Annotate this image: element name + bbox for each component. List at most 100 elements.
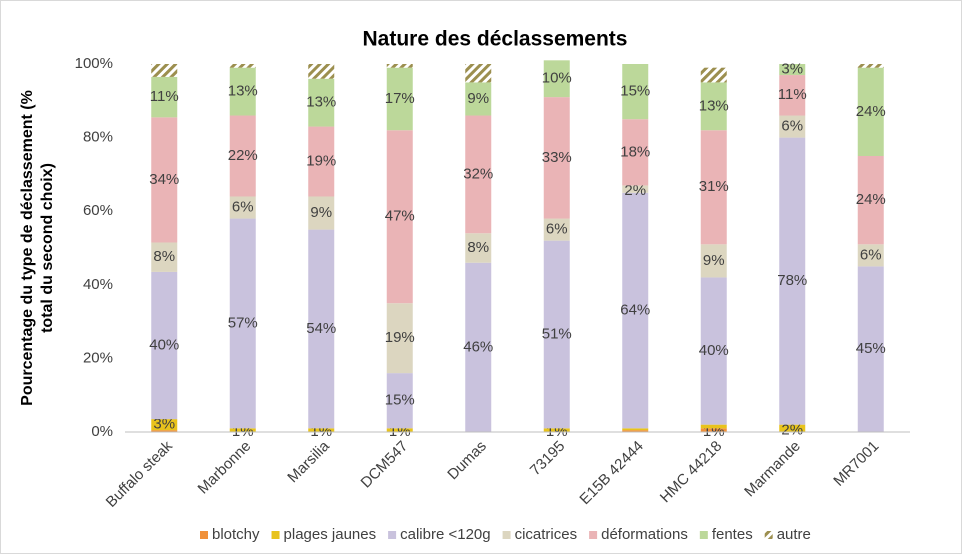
bar-segment (700, 130, 727, 245)
bar-segment (308, 126, 335, 197)
bar-segment (151, 117, 178, 243)
bar-segment (543, 97, 570, 219)
legend-swatch (699, 531, 708, 539)
bar-segment (308, 196, 335, 230)
legend-label: blotchy (212, 526, 260, 543)
data-label: 19% (306, 152, 336, 169)
legend-label: autre (777, 526, 811, 543)
data-label: 34% (149, 171, 179, 188)
data-label: 6% (860, 246, 882, 263)
y-axis-label: Pourcentage du type de déclassement (% to… (19, 90, 56, 406)
data-label: 18% (620, 143, 650, 160)
bar-segment (779, 115, 806, 138)
bar-segment (700, 67, 727, 83)
data-label: 9% (310, 204, 332, 221)
y-tick-label: 80% (83, 129, 113, 146)
bar-segment (857, 156, 884, 245)
data-label: 33% (542, 149, 572, 166)
y-tick-label: 60% (83, 202, 113, 219)
data-label: 78% (777, 272, 807, 289)
bar-segment (779, 75, 806, 116)
data-label: 9% (703, 252, 725, 269)
data-label: 32% (463, 165, 493, 182)
bar-segment (465, 64, 492, 83)
bar-segment (229, 64, 256, 68)
bar-segment (308, 64, 335, 79)
data-label: 22% (228, 147, 258, 164)
bar-segment (700, 244, 727, 278)
data-label: 11% (778, 86, 807, 103)
legend-swatch (502, 531, 511, 539)
bar-segment (386, 303, 413, 374)
bar-segment (151, 64, 178, 77)
bar-segment (543, 428, 570, 432)
data-label: 2% (781, 421, 803, 438)
bar-segment (779, 64, 806, 76)
bar-segment (622, 185, 649, 193)
bar-segment (857, 266, 884, 432)
data-label: 47% (385, 208, 415, 225)
data-label: 57% (228, 314, 258, 331)
data-label: 46% (463, 338, 493, 355)
bar-segment (857, 244, 884, 267)
legend-swatch (764, 531, 773, 539)
data-label: 31% (699, 178, 729, 195)
data-label: 11% (150, 88, 179, 105)
bar-segment (857, 64, 884, 68)
bar-segment (622, 192, 649, 429)
bar-segment (779, 137, 806, 425)
data-label: 9% (467, 90, 489, 107)
bar-segment (857, 67, 884, 156)
y-tick-label: 20% (83, 349, 113, 366)
data-label: 15% (620, 83, 650, 100)
data-label: 24% (856, 103, 886, 120)
bar-segment (700, 424, 727, 429)
bar-segment (229, 218, 256, 429)
legend-label: plages jaunes (284, 526, 377, 543)
data-label: 45% (856, 340, 886, 357)
data-label: 51% (542, 325, 572, 342)
data-label: 15% (385, 392, 415, 409)
bar-segment (465, 233, 492, 263)
legend-label: déformations (601, 526, 688, 543)
bar-segment (151, 76, 178, 118)
bar-segment (151, 419, 178, 431)
bar-segment (308, 229, 335, 429)
y-tick-label: 0% (91, 423, 113, 440)
bar-segment (543, 240, 570, 429)
bar-segment (151, 271, 178, 420)
data-label: 10% (542, 70, 572, 87)
data-label: 19% (385, 329, 415, 346)
data-label: 8% (153, 248, 175, 265)
bar-segment (700, 277, 727, 425)
bar-segment (229, 196, 256, 219)
y-tick-label: 100% (75, 55, 113, 72)
bar-segment (151, 430, 178, 432)
legend-label: calibre <120g (400, 526, 490, 543)
bar-segment (465, 82, 492, 116)
bar-segment (543, 218, 570, 241)
bar-segment (229, 115, 256, 197)
bar-segment (151, 242, 178, 272)
data-label: 8% (467, 239, 489, 256)
legend-label: cicatrices (515, 526, 578, 543)
data-label: 6% (232, 198, 254, 215)
bar-segment (622, 64, 649, 120)
legend-swatch (589, 531, 598, 539)
bar-segment (386, 64, 413, 68)
data-label: 13% (699, 97, 729, 114)
bar-segment (386, 67, 413, 131)
bar-segment (386, 428, 413, 432)
data-label: 40% (149, 336, 179, 353)
legend-swatch (200, 531, 208, 539)
data-label: 3% (781, 60, 803, 77)
bar-segment (386, 130, 413, 304)
bar-segment (543, 60, 570, 98)
data-label: 13% (306, 94, 336, 111)
bar-segment (229, 67, 256, 116)
data-label: 3% (153, 416, 175, 433)
bar-segment (700, 82, 727, 131)
bar-segment (465, 262, 492, 432)
bar-segment (386, 373, 413, 429)
